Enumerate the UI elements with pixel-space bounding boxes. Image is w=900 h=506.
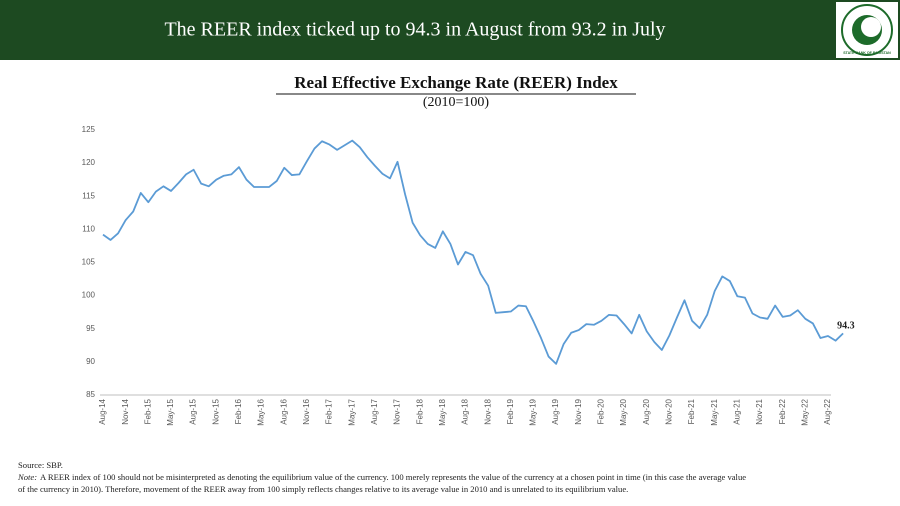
x-tick-label: May-15 [166, 398, 175, 425]
x-tick-label: Nov-21 [755, 398, 764, 424]
x-tick-label: May-20 [619, 398, 628, 425]
chart-subtitle: (2010=100) [423, 95, 490, 110]
x-tick-label: Nov-17 [393, 398, 402, 424]
y-tick-label: 105 [82, 258, 96, 267]
x-tick-label: May-17 [347, 398, 356, 425]
note-line: A REER index of 100 should not be misint… [40, 472, 746, 482]
x-tick-label: Nov-15 [211, 398, 220, 424]
x-tick-label: Nov-14 [121, 398, 130, 424]
note-label: Note: [17, 472, 37, 482]
x-tick-label: Nov-19 [574, 398, 583, 424]
x-tick-label: May-18 [438, 398, 447, 425]
plot: 85 90 95 100 105 110 115 120 125 Aug-14 Nov-14 Feb-… [82, 125, 855, 426]
x-tick-label: Aug-14 [98, 398, 107, 424]
logo-ring [841, 4, 893, 56]
source: Source: SBP. [18, 460, 63, 470]
x-tick-label: Feb-20 [597, 398, 606, 424]
y-tick-label: 100 [82, 291, 96, 300]
x-tick-label: May-21 [710, 398, 719, 425]
x-tick-label: Nov-16 [302, 398, 311, 424]
x-tick-label: Aug-19 [551, 398, 560, 424]
x-tick-label: Aug-20 [642, 398, 651, 424]
header-title: The REER index ticked up to 94.3 in Augu… [164, 19, 665, 41]
x-tick-label: Feb-16 [234, 398, 243, 424]
x-tick-label: Feb-22 [778, 398, 787, 424]
x-tick-label: May-19 [529, 398, 538, 425]
y-tick-label: 120 [82, 158, 96, 167]
x-tick-label: Aug-15 [189, 398, 198, 424]
x-tick-label: Feb-21 [687, 398, 696, 424]
logo-text: STATE BANK OF PAKISTAN [843, 51, 891, 55]
x-tick-label: Aug-17 [370, 398, 379, 424]
y-tick-label: 115 [82, 191, 95, 200]
x-tick-label: Feb-18 [415, 398, 424, 424]
x-tick-label: Feb-15 [143, 398, 152, 424]
x-tick-label: Aug-21 [732, 398, 741, 424]
note-line: of the currency in 2010). Therefore, mov… [18, 484, 628, 494]
line [102, 139, 844, 365]
x-tick-label: Feb-19 [506, 398, 515, 424]
chart-title: Real Effective Exchange Rate (REER) Inde… [294, 73, 618, 92]
y-tick-label: 85 [86, 390, 95, 399]
x-tick-label: Aug-22 [823, 398, 832, 424]
y-tick-label: 125 [82, 125, 96, 134]
x-tick-label: Aug-16 [279, 398, 288, 424]
x-tick-label: May-22 [800, 398, 809, 425]
y-tick-label: 90 [86, 357, 95, 366]
x-tick-label: Nov-20 [665, 398, 674, 424]
x-tick-label: Feb-17 [325, 398, 334, 424]
logo: STATE BANK OF PAKISTAN [836, 2, 898, 58]
y-tick-label: 95 [86, 324, 95, 333]
x-tick-label: Aug-18 [461, 398, 470, 424]
y-tick-label: 110 [82, 224, 95, 233]
logo-crescent [861, 17, 881, 37]
x-tick-label: Nov-18 [483, 398, 492, 424]
x-tick-label: May-16 [257, 398, 266, 425]
data-label: 94.3 [837, 321, 855, 332]
header-band [0, 0, 900, 60]
